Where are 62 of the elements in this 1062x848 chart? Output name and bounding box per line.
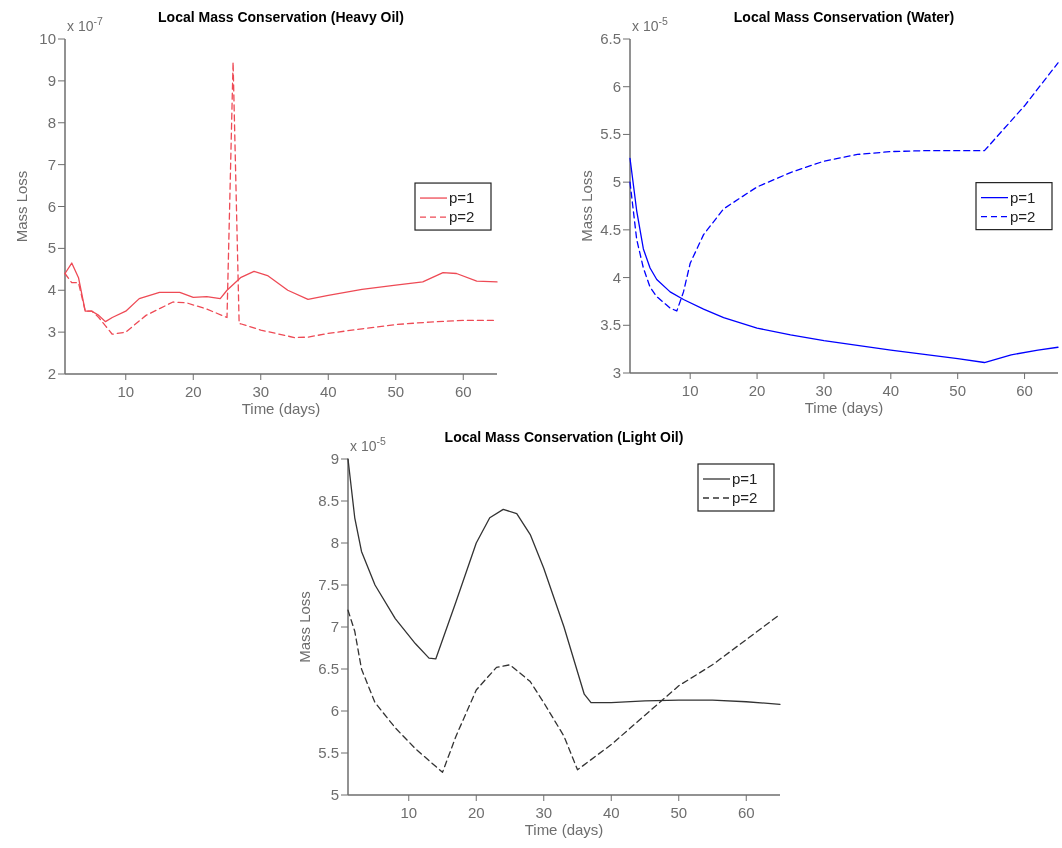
x-tick-label: 20: [467, 804, 485, 821]
y-tick-label: 3.5: [600, 316, 621, 334]
x-tick-label: 10: [117, 383, 135, 400]
y-tick-label: 8.5: [318, 492, 339, 509]
y-tick-label: 7: [330, 618, 339, 635]
x-tick-label: 40: [882, 382, 900, 399]
x-tick-label: 30: [252, 383, 270, 400]
legend-label: p=2: [1010, 207, 1036, 225]
y-tick-label: 7: [47, 155, 56, 173]
chart-title: Local Mass Conservation (Water): [733, 9, 955, 25]
x-axis-title: Time (days): [804, 399, 884, 416]
legend-label: p=2: [732, 489, 758, 506]
y-tick-label: 4: [612, 268, 621, 286]
text: x 10$^{-5}$: [632, 15, 668, 34]
x-tick-label: 30: [815, 382, 833, 399]
legend-label: p=1: [1010, 188, 1036, 206]
x-tick-label: 50: [387, 383, 405, 400]
x-tick-label: 20: [184, 383, 202, 400]
y-tick-label: 5.5: [600, 125, 621, 143]
chart-title: Local Mass Conservation (Heavy Oil): [158, 9, 404, 25]
y-tick-label: 6: [47, 197, 56, 215]
y-tick-label: 6.5: [318, 660, 339, 677]
y-tick-label: 9: [330, 450, 339, 467]
x-axis-title: Time (days): [241, 400, 321, 417]
legend-label: p=2: [449, 208, 475, 226]
x-axis-title: Time (days): [524, 821, 604, 838]
x-tick-label: 60: [1016, 382, 1033, 399]
x-tick-label: 30: [535, 804, 553, 821]
x-tick-label: 50: [670, 804, 688, 821]
y-tick-label: 6.5: [600, 30, 621, 47]
y-tick-label: 8: [330, 534, 339, 551]
y-tick-label: 5: [330, 786, 339, 803]
chart-title: Local Mass Conservation (Light Oil): [444, 429, 684, 445]
y-tick-label: 3: [612, 364, 621, 381]
y-tick-label: 5.5: [318, 744, 339, 761]
y-tick-label: 6: [612, 77, 621, 95]
y-axis-title: Mass Loss: [296, 591, 313, 663]
x-tick-label: 40: [602, 804, 620, 821]
x-tick-label: 20: [748, 382, 766, 399]
y-tick-label: 9: [47, 71, 56, 89]
x-tick-label: 40: [319, 383, 337, 400]
legend-label: p=1: [449, 189, 475, 207]
x-tick-label: 50: [949, 382, 967, 399]
y-axis-title: Mass Loss: [13, 170, 30, 243]
y-tick-label: 4: [47, 281, 56, 299]
y-tick-label: 2: [47, 365, 56, 382]
y-tick-label: 5: [47, 239, 56, 257]
y-tick-label: 8: [47, 113, 56, 131]
x-tick-label: 10: [681, 382, 699, 399]
text: x 10$^{-5}$: [350, 435, 386, 454]
y-tick-label: 6: [330, 702, 339, 719]
x-tick-label: 10: [400, 804, 418, 821]
text: x 10$^{-7}$: [67, 15, 103, 34]
y-tick-label: 5: [612, 173, 621, 191]
y-tick-label: 10: [39, 30, 56, 47]
y-tick-label: 4.5: [600, 220, 621, 238]
x-tick-label: 60: [737, 804, 755, 821]
y-axis-title: Mass Loss: [578, 170, 595, 242]
y-tick-label: 3: [47, 323, 56, 341]
legend-label: p=1: [732, 470, 758, 487]
x-tick-label: 60: [454, 383, 472, 400]
y-tick-label: 7.5: [318, 576, 339, 593]
